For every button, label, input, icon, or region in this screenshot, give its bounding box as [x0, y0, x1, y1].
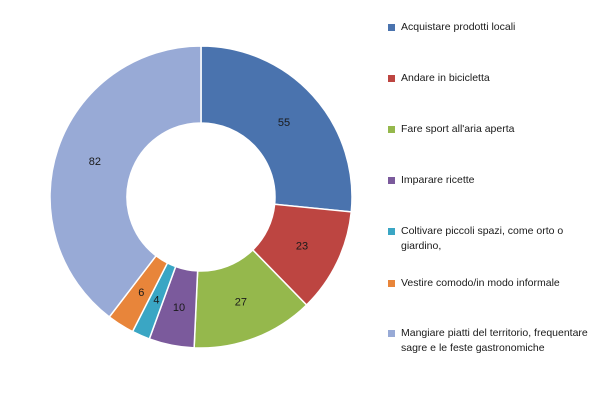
slice-value-label: 4 [153, 295, 159, 307]
legend-swatch [388, 126, 395, 133]
legend-item-bicicletta: Andare in bicicletta [388, 71, 593, 86]
legend-swatch [388, 280, 395, 287]
legend-label: Mangiare piatti del territorio, frequent… [401, 327, 588, 354]
legend-swatch [388, 177, 395, 184]
legend-item-sport: Fare sport all'aria aperta [388, 122, 593, 137]
donut-slice [49, 45, 202, 319]
slice-value-label: 10 [173, 302, 185, 314]
legend-label: Imparare ricette [401, 174, 475, 186]
legend-item-acquistare: Acquistare prodotti locali [388, 20, 593, 35]
legend-label: Vestire comodo/in modo informale [401, 277, 560, 289]
slice-value-label: 27 [235, 297, 247, 309]
legend-label: Coltivare piccoli spazi, come orto o gia… [401, 225, 564, 252]
legend-label: Acquistare prodotti locali [401, 21, 516, 33]
legend-item-mangiare: Mangiare piatti del territorio, frequent… [388, 326, 593, 356]
legend-item-coltivare: Coltivare piccoli spazi, come orto o gia… [388, 224, 593, 254]
slice-value-label: 23 [296, 240, 308, 252]
slice-value-label: 55 [278, 117, 290, 129]
legend-label: Andare in bicicletta [401, 72, 490, 84]
donut-slices [49, 45, 353, 349]
legend-swatch [388, 228, 395, 235]
donut-chart: 55 23 27 10 46 82 [49, 45, 353, 349]
legend-swatch [388, 330, 395, 337]
legend-swatch [388, 24, 395, 31]
slice-value-label: 82 [89, 156, 101, 168]
slice-value-label: 6 [138, 287, 144, 299]
donut-slice-labels: 55 23 27 10 46 82 [89, 117, 308, 314]
legend-item-vestire: Vestire comodo/in modo informale [388, 276, 593, 291]
legend-swatch [388, 75, 395, 82]
legend-item-ricette: Imparare ricette [388, 173, 593, 188]
legend-label: Fare sport all'aria aperta [401, 123, 515, 135]
donut-slice [200, 45, 353, 213]
